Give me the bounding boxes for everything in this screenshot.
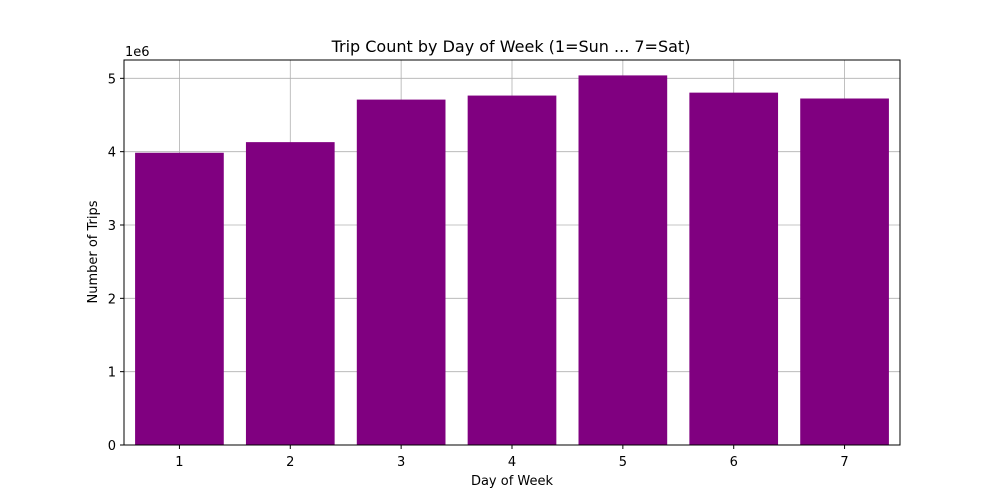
chart-title: Trip Count by Day of Week (1=Sun ... 7=S… <box>331 37 691 56</box>
x-tick-label: 3 <box>397 455 405 470</box>
bar-day-5 <box>578 75 668 446</box>
x-tick-label: 2 <box>286 455 294 470</box>
x-tick-label: 5 <box>619 455 627 470</box>
y-tick-label: 4 <box>108 146 116 161</box>
y-axis-label: Number of Trips <box>86 200 101 303</box>
bars <box>135 75 889 446</box>
x-axis-label: Day of Week <box>471 474 554 489</box>
y-ticks: 0 1 2 3 4 5 <box>108 72 124 454</box>
y-offset-label: 1e6 <box>125 45 150 60</box>
bar-day-2 <box>245 142 335 445</box>
y-tick-label: 0 <box>108 439 116 454</box>
x-tick-label: 4 <box>508 455 516 470</box>
bar-day-6 <box>689 92 779 445</box>
x-tick-label: 1 <box>175 455 183 470</box>
bar-day-3 <box>356 99 446 445</box>
y-tick-label: 5 <box>108 72 116 87</box>
bar-day-1 <box>135 152 224 445</box>
y-tick-label: 3 <box>108 219 116 234</box>
x-tick-label: 6 <box>730 455 738 470</box>
y-tick-label: 1 <box>108 366 116 381</box>
x-tick-label: 7 <box>840 455 848 470</box>
bar-day-4 <box>467 95 557 446</box>
y-tick-label: 2 <box>108 292 116 307</box>
x-ticks: 1 2 3 4 5 6 7 <box>175 445 849 470</box>
bar-day-7 <box>800 98 889 445</box>
